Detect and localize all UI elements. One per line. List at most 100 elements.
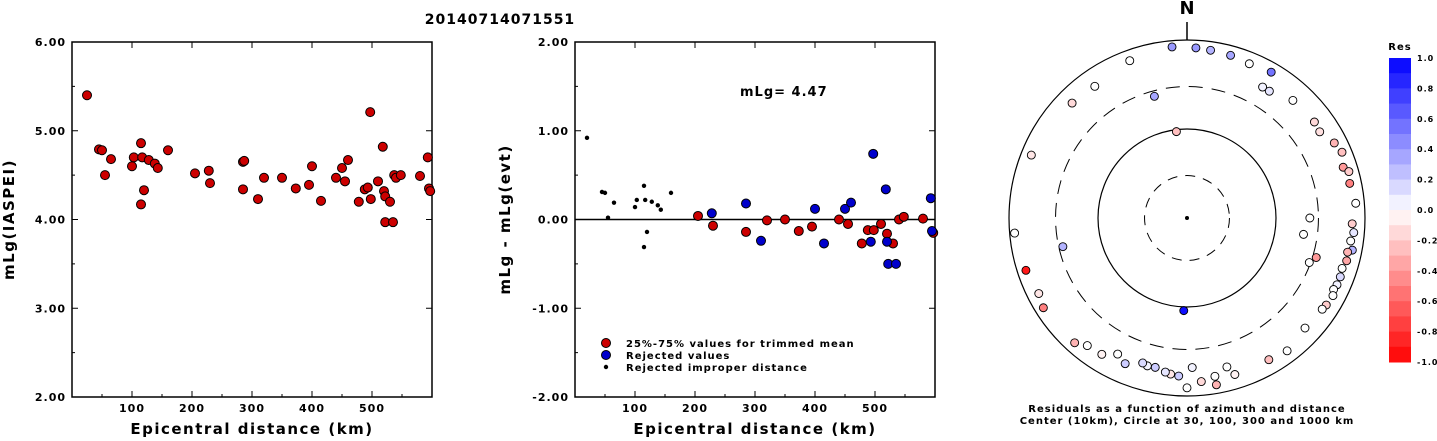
data-point	[856, 238, 867, 249]
station-residual-point	[1026, 150, 1036, 160]
station-residual-point	[1230, 370, 1240, 379]
data-point	[331, 172, 341, 183]
data-point	[658, 207, 663, 212]
station-residual-point	[1149, 91, 1159, 101]
colorbar-segment	[1389, 58, 1411, 74]
data-point	[205, 178, 215, 189]
data-point	[343, 155, 353, 166]
station-residual-point	[1264, 355, 1274, 365]
station-residual-point	[1244, 59, 1254, 69]
data-point	[741, 226, 751, 237]
y-tick-label: 1.00	[538, 125, 569, 138]
colorbar-title: Res	[1388, 42, 1411, 53]
station-residual-point	[1082, 341, 1092, 351]
y-tick-label: 0.00	[538, 214, 569, 227]
colorbar-segment	[1389, 225, 1411, 241]
data-point	[807, 221, 817, 232]
colorbar-tick-label: -0.6	[1417, 297, 1437, 306]
data-point	[918, 213, 928, 224]
station-residual-point	[1328, 291, 1338, 301]
station-residual-point	[1070, 338, 1080, 348]
station-residual-point	[1171, 127, 1181, 137]
data-point	[891, 258, 901, 269]
station-residual-point	[1305, 213, 1315, 223]
x-tick-label: 400	[802, 402, 828, 415]
range-circle-300km	[1055, 86, 1319, 350]
data-point	[668, 190, 674, 196]
y-tick-label: 6.00	[35, 36, 66, 49]
station-residual-point	[1317, 304, 1327, 314]
colorbar-tick-label: -1.0	[1417, 358, 1437, 367]
data-point	[422, 152, 433, 163]
data-point	[377, 141, 388, 152]
station-residual-point	[1090, 81, 1100, 91]
station-residual-point	[1150, 362, 1160, 372]
colorbar: Res 1.0 0.8 0.6 0.4 0.2 0.0 -0.2 -0.4 -0.6 -0.8 -1.…	[1388, 42, 1437, 367]
data-point	[163, 145, 173, 156]
station-residual-point	[1282, 346, 1292, 356]
data-point	[693, 210, 703, 221]
colorbar-tick-label: 1.0	[1417, 54, 1434, 63]
data-point	[353, 196, 364, 207]
data-point	[898, 211, 909, 222]
data-points	[82, 90, 436, 228]
data-point	[259, 172, 269, 183]
data-point	[307, 161, 317, 172]
station-residual-point	[1351, 198, 1361, 208]
data-point	[868, 148, 879, 159]
magnitude-vs-distance-plot: 100 200 300 400 500 2.00 3.00 4.00 5.00 6.00 Epice…	[0, 36, 436, 438]
x-tick-label: 500	[862, 402, 888, 415]
data-point	[706, 208, 717, 219]
data-points	[584, 135, 939, 269]
colorbar-segment	[1389, 255, 1411, 272]
polar-caption-line-1: Residuals as a function of azimuth and d…	[1028, 404, 1345, 415]
station-residual-point	[1167, 42, 1177, 52]
station-residual-point	[1258, 82, 1268, 92]
station-residual-point	[1034, 289, 1044, 298]
station-residual-point	[1349, 228, 1359, 238]
data-point	[316, 195, 326, 206]
data-point	[152, 163, 163, 174]
y-axis-label: mLg(IASPEI)	[0, 159, 18, 280]
station-residual-point	[1222, 362, 1232, 372]
station-residual-point	[1097, 349, 1107, 359]
station-residual-point	[1125, 56, 1135, 66]
data-point	[395, 170, 406, 181]
colorbar-segment	[1389, 331, 1411, 348]
data-point	[756, 235, 766, 246]
station-residual-point	[1160, 367, 1170, 377]
data-point	[139, 185, 149, 196]
x-tick-label: 100	[622, 402, 648, 415]
y-tick-label: -1.00	[532, 302, 569, 315]
colorbar-tick-label: -0.8	[1417, 328, 1437, 337]
colorbar-tick-label: 0.6	[1417, 115, 1434, 124]
station-residual-point	[1342, 256, 1352, 266]
colorbar-segment	[1389, 301, 1411, 317]
station-residual-point	[1196, 377, 1206, 387]
data-point	[741, 198, 751, 209]
data-point	[602, 190, 608, 196]
x-tick-label: 200	[179, 402, 205, 415]
station-residual-point	[1264, 86, 1274, 96]
colorbar-tick-label: 0.2	[1417, 176, 1434, 185]
colorbar-segment	[1389, 179, 1411, 196]
data-point	[190, 168, 200, 179]
station-residual-point	[1335, 272, 1345, 282]
mlg-annotation: mLg= 4.47	[740, 85, 828, 100]
data-point	[843, 218, 853, 229]
colorbar-segment	[1389, 73, 1411, 89]
station-residual-point	[1226, 50, 1236, 60]
x-axis-label: Epicentral distance (km)	[130, 420, 373, 438]
x-tick-label: 300	[239, 402, 265, 415]
station-residual-point	[1179, 306, 1189, 316]
data-point	[337, 163, 347, 174]
colorbar-segment	[1389, 149, 1411, 165]
x-tick-label: 100	[119, 402, 145, 415]
data-point	[834, 214, 844, 225]
data-point	[868, 225, 879, 236]
colorbar-segment	[1389, 134, 1411, 150]
station-residual-point	[1304, 258, 1314, 267]
station-residual-point	[1343, 247, 1353, 257]
colorbar-tick-label: 0.0	[1417, 206, 1434, 215]
station-residual-point	[1174, 371, 1184, 381]
